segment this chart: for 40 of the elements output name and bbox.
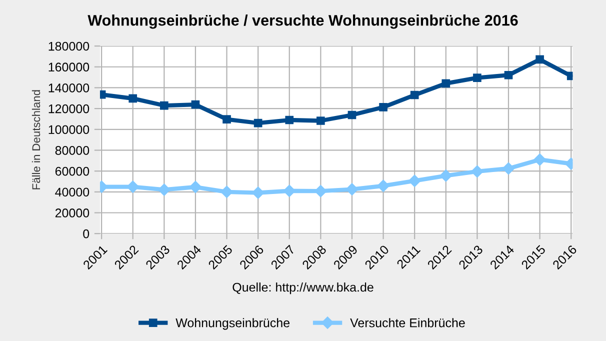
point bbox=[316, 116, 325, 125]
point bbox=[408, 174, 421, 187]
point bbox=[189, 180, 202, 194]
point bbox=[534, 154, 546, 166]
point bbox=[254, 118, 262, 128]
point bbox=[379, 103, 388, 112]
source-note: Quelle: http://www.bka.de bbox=[232, 282, 374, 294]
y-axis-title: Fälle in Deutschland bbox=[32, 90, 40, 190]
y-tick-label: 20000 bbox=[55, 208, 90, 218]
point bbox=[442, 79, 450, 88]
point bbox=[348, 110, 356, 120]
point bbox=[377, 180, 390, 192]
point bbox=[126, 180, 139, 193]
point bbox=[222, 115, 231, 124]
legend-label: Wohnungseinbrüche bbox=[176, 318, 290, 330]
y-tick-label: 180000 bbox=[48, 42, 90, 51]
point bbox=[410, 90, 419, 100]
y-tick-label: 0 bbox=[83, 229, 90, 238]
point bbox=[314, 184, 327, 198]
point bbox=[285, 116, 294, 124]
y-tick-label: 40000 bbox=[55, 188, 90, 197]
point bbox=[220, 186, 233, 198]
point bbox=[502, 162, 515, 175]
y-tick-label: 140000 bbox=[48, 84, 90, 92]
y-tick-label: 80000 bbox=[55, 146, 90, 155]
point bbox=[471, 165, 484, 178]
point bbox=[158, 184, 170, 196]
y-tick-label: 60000 bbox=[55, 166, 90, 176]
y-tick-label: 100000 bbox=[48, 125, 90, 134]
point bbox=[536, 55, 544, 64]
y-tick-label: 120000 bbox=[48, 104, 90, 114]
point bbox=[160, 101, 168, 110]
chart-title: Wohnungseinbrüche / versuchte Wohnungseinbrüche 2016 bbox=[88, 14, 518, 29]
point bbox=[473, 74, 482, 82]
point bbox=[191, 100, 200, 109]
point bbox=[128, 94, 138, 103]
y-tick-label: 160000 bbox=[48, 62, 90, 72]
point bbox=[440, 170, 452, 182]
legend-label: Versuchte Einbrüche bbox=[350, 318, 465, 328]
point bbox=[504, 70, 513, 80]
